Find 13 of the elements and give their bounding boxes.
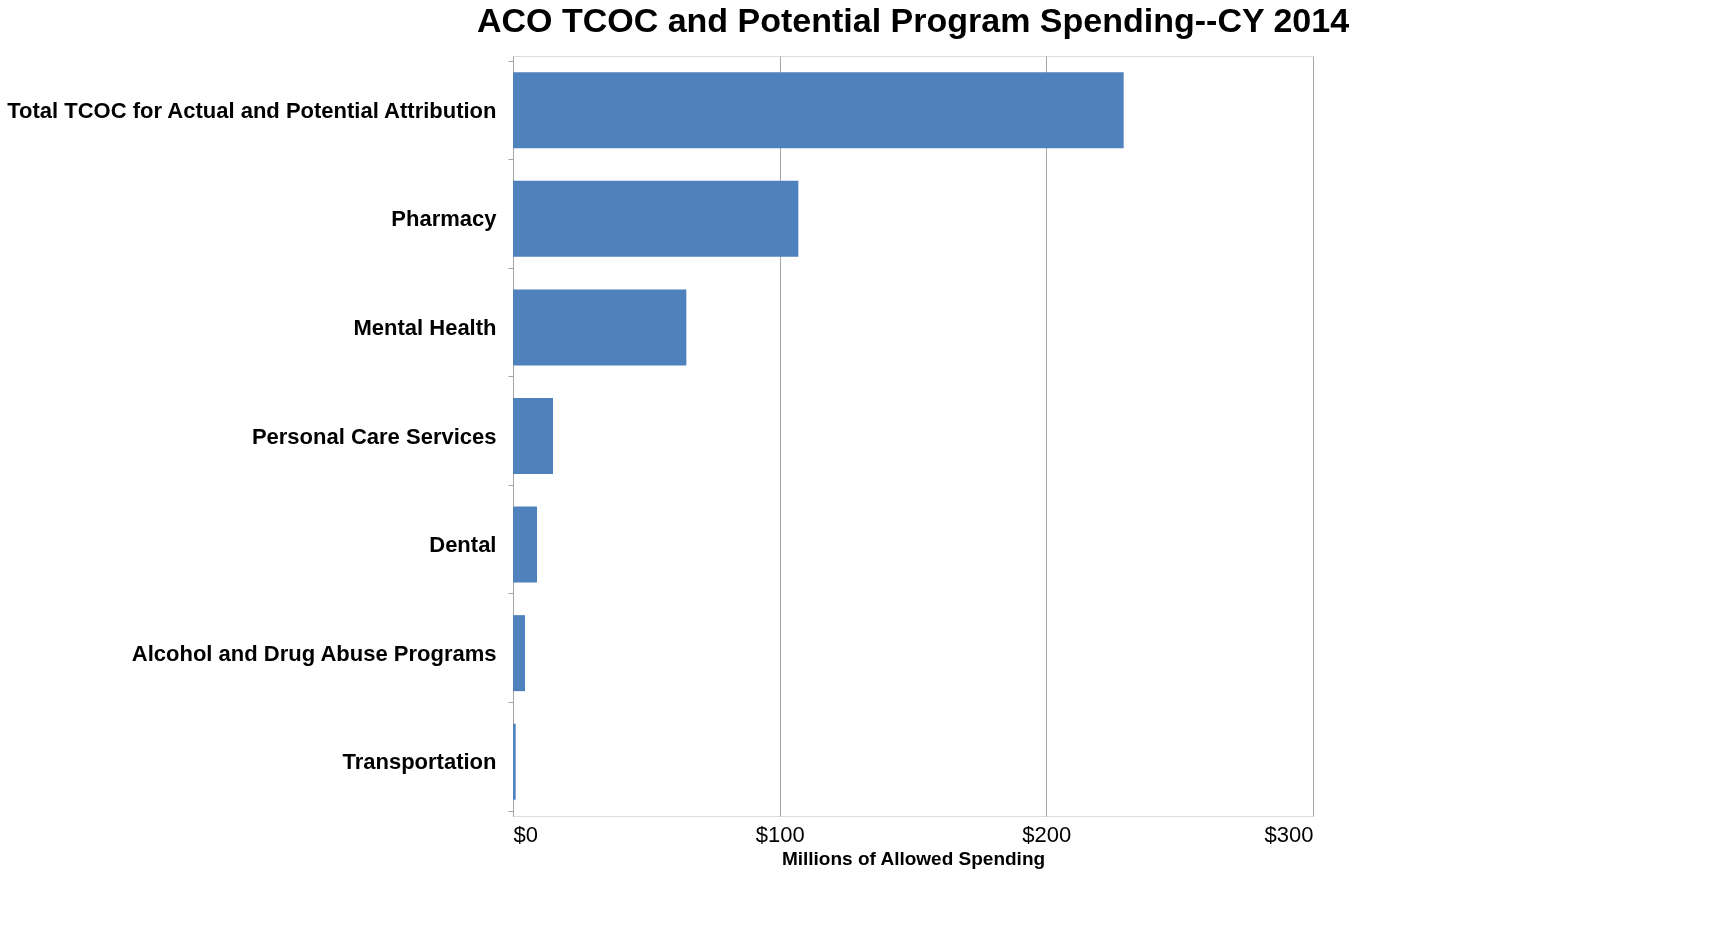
y-tick-label: Alcohol and Drug Abuse Programs: [131, 640, 497, 666]
y-tick-label: Pharmacy: [391, 206, 498, 232]
x-tick-label: $200: [1022, 821, 1072, 847]
y-tick-label: Personal Care Services: [251, 423, 497, 449]
x-axis-title: Millions of Allowed Spending: [781, 847, 1046, 869]
y-tick-label: Transportation: [342, 749, 497, 775]
x-tick-label: $100: [755, 821, 805, 847]
y-tick-label: Mental Health: [353, 314, 497, 340]
x-tick-label: $300: [1264, 821, 1314, 847]
y-tick-label: Total TCOC for Actual and Potential Attribution: [7, 97, 497, 123]
x-tick-label: $0: [513, 821, 538, 847]
chart-title: ACO TCOC and Potential Program Spending--CY 2014: [476, 1, 1350, 39]
y-tick-label: Dental: [429, 532, 497, 558]
